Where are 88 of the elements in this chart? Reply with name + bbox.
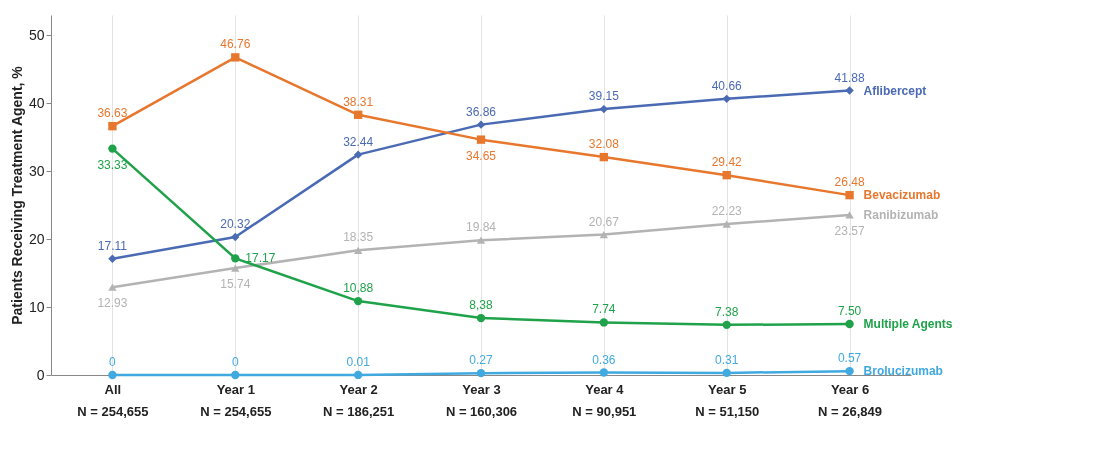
data-label: 0.57 — [837, 351, 862, 366]
point — [476, 313, 486, 323]
data-label: 41.88 — [834, 70, 865, 85]
y-axis-title: Patients Receiving Treatment Agent, % — [8, 65, 25, 325]
data-label: 38.31 — [343, 94, 374, 109]
x-tick-label: Year 2 N = 186,251 — [323, 381, 395, 419]
data-label: 0 — [109, 355, 117, 369]
series-label: Brolucizumab — [863, 364, 943, 379]
data-label: 36.86 — [465, 104, 497, 119]
point — [845, 190, 854, 200]
data-label: 7.50 — [837, 304, 862, 319]
data-label: 29.42 — [711, 155, 743, 170]
x-tick-label: Year 4 N = 90,951 — [572, 381, 637, 419]
point — [599, 230, 609, 239]
data-label: 36.63 — [97, 106, 128, 121]
data-label: 0.31 — [715, 352, 739, 367]
point — [353, 296, 363, 306]
point — [231, 370, 240, 380]
point — [722, 94, 731, 103]
point — [722, 368, 731, 378]
point — [231, 264, 240, 272]
series-label: Bevacizumab — [863, 188, 941, 203]
data-label: 0.27 — [469, 353, 493, 368]
point — [476, 368, 486, 378]
point — [108, 254, 117, 263]
point — [599, 152, 609, 162]
y-tick-label: 40 — [28, 94, 45, 111]
data-label: 22.23 — [711, 204, 743, 218]
point — [353, 150, 363, 159]
point — [845, 366, 854, 376]
point — [108, 122, 117, 131]
data-label: 0.36 — [592, 352, 616, 367]
data-label: 0 — [231, 355, 239, 369]
data-label: 8,38 — [469, 298, 493, 313]
y-tick-label: 20 — [28, 230, 45, 247]
data-label: 19.84 — [465, 220, 497, 235]
series-label: Ranibizumab — [863, 207, 939, 222]
point — [108, 370, 117, 380]
data-label: 23.57 — [834, 223, 865, 238]
point — [476, 120, 486, 129]
point — [599, 368, 609, 377]
point — [353, 110, 363, 119]
series-label: Aflibercept — [863, 83, 927, 98]
data-label: 26.48 — [834, 175, 865, 190]
data-label: 39.15 — [588, 89, 620, 104]
data-label: 12.93 — [97, 296, 128, 311]
point — [722, 320, 731, 330]
x-tick-label: Year 3 N = 160,306 — [445, 381, 518, 419]
y-tick-label: 50 — [28, 26, 45, 43]
point — [845, 86, 854, 95]
point — [231, 232, 240, 242]
data-label: 40.66 — [711, 78, 743, 93]
point — [108, 283, 117, 291]
data-label: 15.74 — [220, 277, 251, 292]
x-tick-label: Year 5 N = 51,150 — [695, 381, 760, 419]
data-label: 32.08 — [588, 137, 620, 152]
y-tick-label: 30 — [28, 162, 45, 179]
point — [722, 220, 731, 228]
point — [599, 318, 609, 327]
data-label: 7.38 — [715, 304, 739, 319]
data-label: 32.44 — [343, 134, 374, 149]
data-label: 34.65 — [465, 148, 497, 163]
series-label: Multiple Agents — [863, 317, 953, 332]
data-label: 20.67 — [588, 214, 620, 229]
x-tick-label: Year 6 N = 26,849 — [818, 381, 883, 419]
data-label: 33.33 — [97, 157, 128, 172]
point — [476, 236, 486, 244]
x-tick-label: Year 1 N = 254,655 — [200, 381, 272, 419]
point — [231, 53, 240, 62]
x-tick-label: All N = 254,655 — [77, 381, 149, 419]
y-tick-label: 0 — [36, 366, 45, 383]
data-label: 10,88 — [343, 281, 374, 296]
point — [353, 370, 363, 380]
point — [476, 135, 486, 144]
y-tick-label: 10 — [28, 298, 45, 315]
point — [845, 211, 854, 219]
data-label: 0.01 — [346, 354, 371, 369]
data-label: 46.76 — [220, 37, 251, 52]
data-label: 20.32 — [220, 216, 251, 231]
data-label: 18.35 — [343, 230, 374, 245]
point — [722, 170, 731, 180]
data-label: 17.17 — [245, 251, 276, 266]
point — [231, 254, 240, 263]
data-label: 17.11 — [97, 238, 128, 253]
point — [845, 319, 854, 329]
point — [108, 144, 117, 153]
data-label: 7.74 — [592, 302, 616, 317]
point — [353, 246, 363, 254]
